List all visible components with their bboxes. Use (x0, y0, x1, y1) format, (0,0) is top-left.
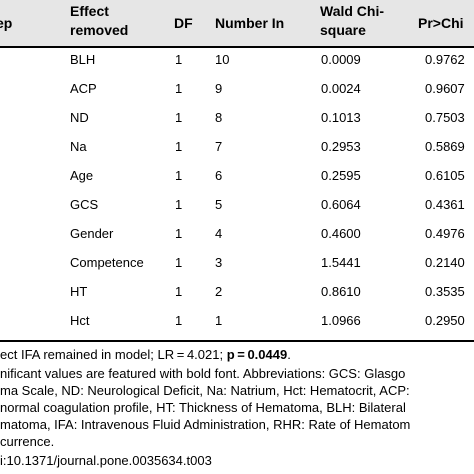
cell-number-in: 3 (215, 255, 223, 270)
header-df: DF (174, 15, 193, 31)
footnote-abbrev-1: nificant values are featured with bold f… (0, 366, 406, 381)
cell-df: 1 (175, 284, 183, 299)
header-wald-chi-square: Wald Chi- square (320, 2, 384, 40)
cell-pr-chi: 0.2950 (425, 313, 465, 328)
header-effect-line2: removed (70, 22, 129, 38)
cell-df: 1 (175, 52, 183, 67)
footnote-abbrev-4: matoma, IFA: Intravenous Fluid Administr… (0, 417, 411, 432)
cell-wald-chi-square: 0.0009 (321, 52, 361, 67)
cell-number-in: 6 (215, 168, 223, 183)
cell-effect: Age (70, 168, 94, 183)
cell-effect: GCS (70, 197, 99, 212)
cell-df: 1 (175, 81, 183, 96)
header-effect-line1: Effect (70, 3, 109, 19)
cell-df: 1 (175, 139, 183, 154)
cell-number-in: 8 (215, 110, 223, 125)
cell-pr-chi: 0.9762 (425, 52, 465, 67)
cell-effect: Na (70, 139, 87, 154)
table-bottom-rule (0, 340, 474, 342)
cell-df: 1 (175, 110, 183, 125)
footnote-model: ect IFA remained in model; LR = 4.021; p… (0, 347, 291, 362)
footnote-abbrev-5: currence. (0, 434, 55, 449)
header-wald-line2: square (320, 22, 366, 38)
cell-pr-chi: 0.4361 (425, 197, 465, 212)
header-bottom-rule (0, 46, 474, 48)
cell-df: 1 (175, 168, 183, 183)
cell-number-in: 9 (215, 81, 223, 96)
footnote-abbrev-3: normal coagulation profile, HT: Thicknes… (0, 400, 406, 415)
cell-wald-chi-square: 0.6064 (321, 197, 361, 212)
cell-number-in: 5 (215, 197, 223, 212)
cell-wald-chi-square: 0.4600 (321, 226, 361, 241)
cell-number-in: 4 (215, 226, 223, 241)
cell-wald-chi-square: 0.8610 (321, 284, 361, 299)
cell-wald-chi-square: 0.0024 (321, 81, 361, 96)
cell-number-in: 10 (215, 52, 230, 67)
cell-pr-chi: 0.4976 (425, 226, 465, 241)
cell-wald-chi-square: 0.1013 (321, 110, 361, 125)
cell-wald-chi-square: 0.2595 (321, 168, 361, 183)
cell-pr-chi: 0.9607 (425, 81, 465, 96)
cell-pr-chi: 0.2140 (425, 255, 465, 270)
header-pr-chi: Pr>Chi (418, 15, 464, 31)
header-step: ep (0, 15, 13, 31)
cell-effect: Gender (70, 226, 114, 241)
header-number-in: Number In (215, 15, 285, 31)
cell-pr-chi: 0.7503 (425, 110, 465, 125)
table-header-band (0, 0, 474, 46)
cell-effect: Competence (70, 255, 144, 270)
cell-pr-chi: 0.6105 (425, 168, 465, 183)
cell-df: 1 (175, 255, 183, 270)
header-effect-removed: Effect removed (70, 2, 128, 40)
cell-wald-chi-square: 0.2953 (321, 139, 361, 154)
cell-effect: ACP (70, 81, 97, 96)
cell-pr-chi: 0.5869 (425, 139, 465, 154)
cell-number-in: 1 (215, 313, 223, 328)
header-wald-line1: Wald Chi- (320, 3, 385, 19)
cell-df: 1 (175, 226, 183, 241)
footnote-p-value: p = 0.0449 (226, 347, 288, 362)
cell-df: 1 (175, 313, 183, 328)
cell-effect: HT (70, 284, 88, 299)
cell-wald-chi-square: 1.5441 (321, 255, 361, 270)
cell-pr-chi: 0.3535 (425, 284, 465, 299)
cell-number-in: 2 (215, 284, 223, 299)
footnote-abbrev-2: ma Scale, ND: Neurological Deficit, Na: … (0, 383, 410, 398)
cell-number-in: 7 (215, 139, 223, 154)
cell-effect: ND (70, 110, 89, 125)
cell-df: 1 (175, 197, 183, 212)
cell-effect: BLH (70, 52, 96, 67)
cell-wald-chi-square: 1.0966 (321, 313, 361, 328)
footnote-doi: i:10.1371/journal.pone.0035634.t003 (0, 453, 212, 468)
cell-effect: Hct (70, 313, 90, 328)
